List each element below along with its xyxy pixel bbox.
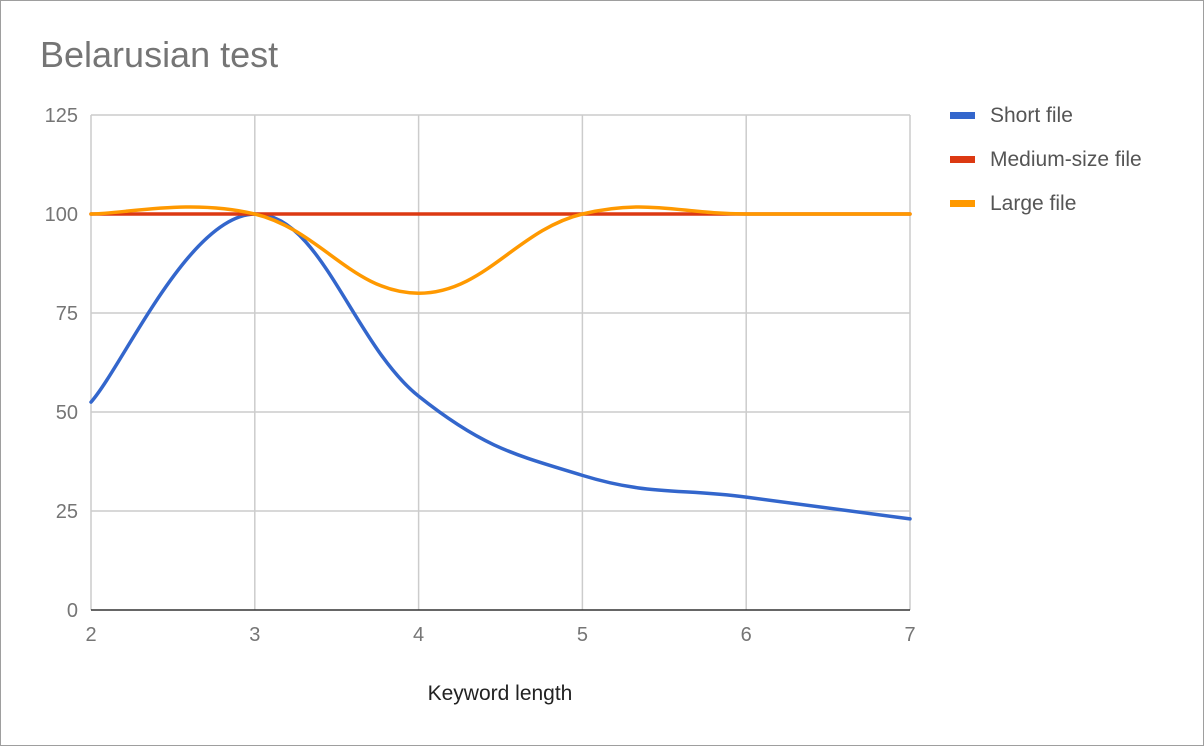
y-tick-label: 25 — [56, 501, 78, 523]
x-tick-label: 3 — [249, 624, 260, 646]
legend[interactable]: Short file Medium-size file Large file — [950, 104, 1142, 215]
y-tick-label: 75 — [56, 303, 78, 325]
x-tick-label: 2 — [85, 624, 96, 646]
chart-title: Belarusian test — [40, 34, 279, 75]
y-tick-label: 100 — [45, 204, 78, 226]
x-tick-label: 6 — [741, 624, 752, 646]
legend-label: Short file — [990, 104, 1073, 127]
legend-label: Large file — [990, 192, 1076, 215]
y-tick-label: 125 — [45, 105, 78, 127]
x-tick-label: 5 — [577, 624, 588, 646]
series-lines — [89, 205, 912, 521]
series-line-2 — [89, 205, 912, 295]
x-axis-ticks: 2 3 4 5 6 7 — [85, 624, 915, 646]
legend-label: Medium-size file — [990, 148, 1142, 171]
x-tick-label: 4 — [413, 624, 424, 646]
legend-swatch — [950, 200, 975, 207]
series-line-0 — [89, 212, 912, 521]
y-tick-label: 50 — [56, 402, 78, 424]
legend-swatch — [950, 112, 975, 119]
legend-swatch — [950, 156, 975, 163]
x-tick-label: 7 — [904, 624, 915, 646]
x-axis-title: Keyword length — [428, 682, 573, 705]
y-tick-label: 0 — [67, 600, 78, 622]
y-axis-ticks: 0 25 50 75 100 125 — [45, 105, 78, 622]
grid — [90, 114, 911, 611]
